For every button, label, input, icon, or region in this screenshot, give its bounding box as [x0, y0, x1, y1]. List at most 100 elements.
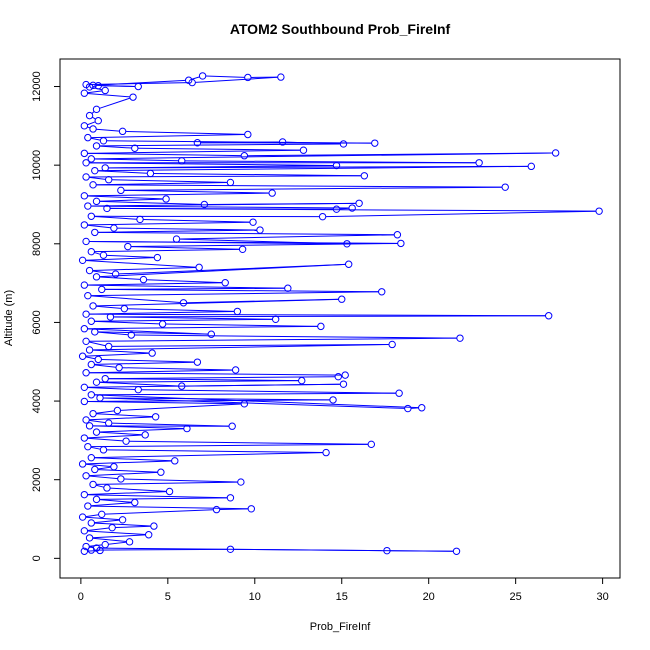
- x-tick-label: 0: [78, 591, 84, 603]
- series-segment: [97, 331, 129, 336]
- data-point: [115, 363, 123, 372]
- data-point: [85, 266, 94, 275]
- data-point: [256, 226, 264, 234]
- data-point: [96, 394, 104, 402]
- series-segment: [94, 320, 160, 325]
- series-segment: [99, 497, 228, 500]
- data-point: [101, 164, 109, 172]
- data-point: [404, 404, 412, 413]
- series-segment: [108, 376, 336, 380]
- data-point: [85, 534, 94, 542]
- data-point: [80, 383, 89, 392]
- x-tick-label: 15: [336, 591, 348, 603]
- data-point: [131, 498, 139, 507]
- series-segment: [110, 207, 334, 210]
- data-point: [94, 82, 102, 90]
- data-point: [80, 221, 89, 229]
- data-point: [228, 422, 236, 430]
- data-point: [87, 155, 96, 163]
- data-point: [136, 215, 144, 224]
- data-point: [80, 547, 89, 555]
- data-point: [110, 463, 118, 471]
- series-segment: [165, 323, 318, 327]
- data-point: [80, 122, 89, 130]
- series-segment: [247, 152, 553, 157]
- series-segment: [87, 92, 130, 98]
- data-point: [339, 140, 348, 148]
- series-segment: [103, 397, 330, 401]
- data-point: [298, 376, 306, 385]
- data-point: [125, 538, 134, 546]
- data-point: [383, 546, 391, 555]
- data-point: [80, 490, 89, 499]
- data-point: [103, 484, 111, 492]
- data-point: [231, 366, 240, 374]
- data-point: [99, 446, 108, 454]
- data-point: [111, 270, 120, 278]
- series-segment: [91, 134, 245, 139]
- series-segment: [99, 428, 184, 433]
- series-segment: [184, 383, 341, 387]
- series-segment: [106, 254, 155, 258]
- data-point: [317, 322, 325, 331]
- series-segment: [92, 344, 389, 351]
- series-segment: [96, 182, 228, 186]
- series-segment: [90, 502, 132, 507]
- data-point: [80, 325, 89, 333]
- series-segment: [92, 270, 113, 275]
- data-point: [113, 406, 122, 415]
- data-point: [80, 89, 89, 97]
- series-segment: [99, 381, 179, 387]
- series-segment: [96, 128, 120, 132]
- data-point: [332, 161, 341, 170]
- data-point: [131, 144, 139, 152]
- series-segment: [99, 198, 163, 202]
- data-point: [221, 279, 229, 287]
- series-segment: [87, 149, 301, 154]
- series-segment: [89, 337, 457, 342]
- data-point: [82, 416, 90, 424]
- data-point: [82, 369, 90, 377]
- series-segment: [117, 227, 257, 231]
- data-point: [118, 127, 127, 136]
- series-segment: [94, 215, 137, 220]
- y-tick-label: 0: [31, 555, 43, 561]
- series-segment: [85, 352, 149, 357]
- series-segment: [87, 386, 136, 391]
- series-segment: [85, 516, 120, 521]
- series-segment: [87, 530, 146, 536]
- data-point: [527, 162, 536, 171]
- series-segment: [89, 419, 106, 424]
- data-point: [80, 527, 89, 535]
- data-point: [329, 396, 337, 404]
- data-point: [120, 304, 129, 313]
- data-point: [87, 317, 96, 325]
- series-segment: [143, 218, 250, 223]
- series-segment: [89, 369, 233, 374]
- series-segment: [94, 361, 195, 365]
- data-point: [82, 80, 90, 89]
- series-segment: [115, 525, 151, 529]
- series-segment: [89, 176, 106, 180]
- chart-title: ATOM2 Southbound Prob_FireInf: [230, 21, 451, 37]
- data-point: [108, 523, 116, 532]
- data-point: [89, 125, 97, 133]
- series-segment: [104, 509, 214, 515]
- data-point: [151, 413, 160, 421]
- data-point: [367, 440, 376, 449]
- x-tick-label: 5: [165, 591, 171, 603]
- series-segment: [87, 192, 269, 197]
- series-segment: [99, 145, 132, 149]
- data-point: [388, 340, 396, 349]
- series-segment: [195, 76, 278, 83]
- data-point: [80, 281, 89, 289]
- series-segment: [94, 318, 273, 322]
- data-point: [89, 302, 97, 310]
- series-segment: [87, 121, 96, 126]
- series-segment: [94, 522, 151, 527]
- series-segment: [90, 295, 181, 304]
- series-segment: [96, 481, 238, 485]
- series-segment: [89, 544, 103, 547]
- data-point: [322, 448, 330, 457]
